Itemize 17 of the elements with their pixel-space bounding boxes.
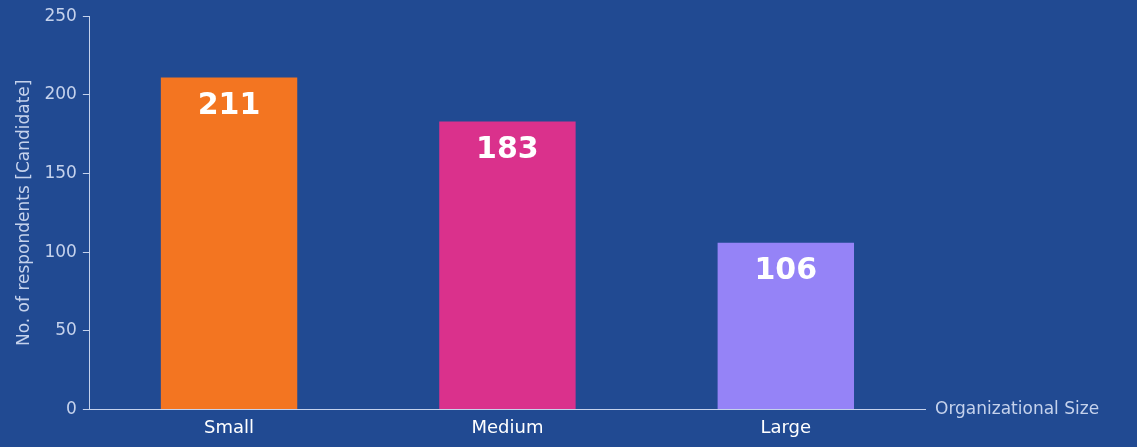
x-tick-label: Medium xyxy=(471,415,544,437)
data-label: 211 xyxy=(197,86,261,122)
bar xyxy=(717,242,855,409)
y-tick-label: 150 xyxy=(44,161,77,182)
y-tick-label: 200 xyxy=(44,83,77,104)
bar xyxy=(439,121,576,409)
x-axis-title: Organizational Size xyxy=(935,397,1100,418)
y-tick-label: 100 xyxy=(44,240,77,261)
data-label: 183 xyxy=(476,130,539,166)
y-axis-title: No. of respondents [Candidate] xyxy=(12,79,33,347)
y-tick-label: 50 xyxy=(55,319,77,340)
data-label: 106 xyxy=(754,251,818,287)
bar xyxy=(160,77,298,409)
y-tick-label: 250 xyxy=(44,4,77,25)
y-tick-label: 0 xyxy=(66,397,77,418)
x-tick-label: Small xyxy=(204,415,255,437)
x-tick-label: Large xyxy=(760,415,812,437)
